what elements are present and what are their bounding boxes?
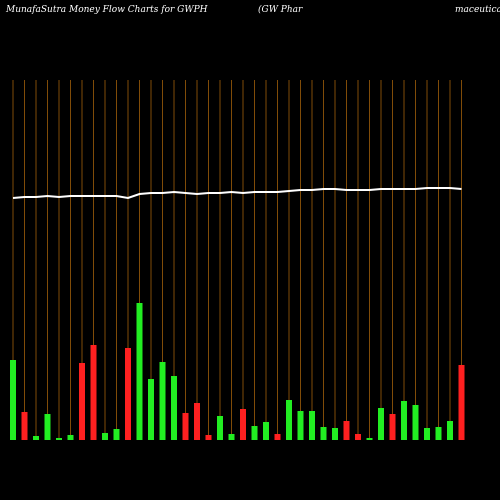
bar <box>286 400 292 440</box>
bar <box>113 429 120 440</box>
bar <box>412 405 419 440</box>
bar <box>102 433 108 440</box>
bar <box>205 435 212 440</box>
bar <box>90 345 97 440</box>
bar <box>297 411 304 440</box>
bar <box>355 434 361 440</box>
bar <box>194 403 200 440</box>
chart-subtitle: maceutica <box>455 5 500 15</box>
bar <box>343 421 350 440</box>
bar <box>240 409 246 440</box>
line <box>12 187 462 200</box>
bar <box>366 438 373 440</box>
bar <box>171 376 177 440</box>
bar <box>389 414 396 440</box>
bar <box>159 362 166 440</box>
bar <box>332 428 338 440</box>
bar <box>378 408 384 440</box>
bar <box>309 411 315 440</box>
bar <box>148 379 154 440</box>
bar <box>435 427 442 440</box>
chart-subtitle: (GW Phar <box>258 4 303 15</box>
bar <box>136 303 143 440</box>
bar <box>10 360 16 440</box>
bar <box>228 434 235 440</box>
bar <box>424 428 430 440</box>
bar <box>182 413 189 440</box>
bar <box>79 363 85 440</box>
bar <box>263 422 269 440</box>
bar <box>251 426 258 440</box>
bar <box>21 412 28 440</box>
bar <box>274 434 281 440</box>
bar <box>401 401 407 440</box>
bar <box>33 436 39 440</box>
bar <box>67 435 74 440</box>
bar <box>447 421 453 440</box>
bar <box>56 438 62 440</box>
bar <box>44 414 51 440</box>
bar <box>320 427 327 440</box>
bar <box>125 348 131 440</box>
bar <box>217 416 223 440</box>
bar <box>458 365 465 440</box>
chart-title: MunafaSutra Money Flow Charts for GWPH <box>5 5 208 15</box>
